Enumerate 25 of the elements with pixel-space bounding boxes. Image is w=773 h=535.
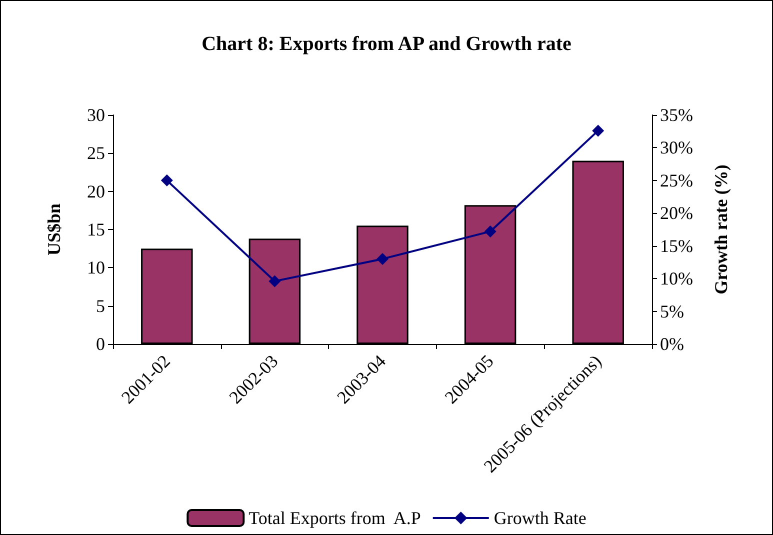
y-tick-label: 20 xyxy=(87,181,105,202)
y2-tick-label: 35% xyxy=(660,105,693,125)
y2-tick-label: 30% xyxy=(660,138,693,158)
y2-tick-label: 20% xyxy=(660,203,693,224)
y-tick-label: 10 xyxy=(87,258,105,278)
y-tick-label: 0 xyxy=(96,334,105,354)
y2-tick-label: 25% xyxy=(660,170,693,190)
y-tick-label: 30 xyxy=(87,105,105,125)
y2-tick-label: 0% xyxy=(660,334,684,354)
point xyxy=(376,252,388,265)
y2-tick-label: 15% xyxy=(660,236,693,256)
y-axis-title: US$bn xyxy=(44,203,64,256)
legend-label: Growth Rate xyxy=(494,508,586,528)
y2-tick-label: 5% xyxy=(660,301,684,322)
legend-label: Total Exports from A.P xyxy=(248,508,421,528)
point xyxy=(268,275,281,288)
y-tick-label: 25 xyxy=(87,143,105,164)
y2-axis-title: Growth rate (%) xyxy=(711,164,731,294)
chart-title: Chart 8: Exports from AP and Growth rate xyxy=(202,33,572,55)
point xyxy=(160,174,173,186)
y2-tick-label: 10% xyxy=(660,268,693,289)
point xyxy=(592,124,604,137)
point xyxy=(484,225,496,238)
y-tick-label: 5 xyxy=(96,296,105,316)
y-tick-label: 15 xyxy=(87,220,105,240)
